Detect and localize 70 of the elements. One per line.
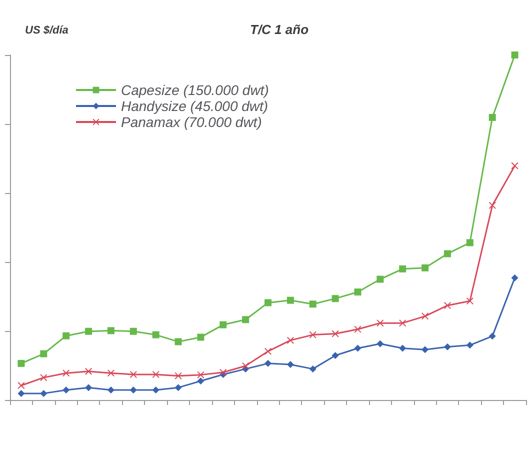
point xyxy=(511,52,518,58)
point xyxy=(488,202,496,209)
point xyxy=(264,299,272,306)
point xyxy=(422,346,429,354)
point xyxy=(376,276,384,283)
point xyxy=(466,297,474,304)
point xyxy=(197,334,204,341)
legend-label: Capesize (150.000 dwt) xyxy=(121,82,269,98)
point xyxy=(220,321,227,328)
point xyxy=(332,330,339,338)
point xyxy=(466,342,474,349)
point xyxy=(152,331,160,338)
point xyxy=(152,370,160,378)
point xyxy=(286,360,294,368)
point xyxy=(354,326,362,333)
point xyxy=(174,338,182,346)
point xyxy=(332,295,339,302)
point xyxy=(422,312,429,320)
point xyxy=(130,370,137,378)
point xyxy=(85,384,92,392)
point xyxy=(286,336,294,344)
point xyxy=(242,362,250,370)
legend-label: Handysize (45.000 dwt) xyxy=(121,98,268,114)
point xyxy=(399,320,406,327)
point xyxy=(174,372,182,380)
point xyxy=(376,320,384,327)
point xyxy=(332,352,339,359)
point xyxy=(107,386,114,394)
point xyxy=(130,328,137,335)
legend-label: Panamax (70.000 dwt) xyxy=(121,114,262,130)
point xyxy=(444,302,451,309)
point xyxy=(197,378,204,385)
point xyxy=(309,300,316,308)
point xyxy=(174,384,182,392)
point xyxy=(107,327,114,334)
chart-title: T/C 1 año xyxy=(250,22,309,37)
point xyxy=(376,340,384,348)
point xyxy=(264,348,272,355)
y-axis-title: US $/día xyxy=(25,24,68,36)
point xyxy=(18,390,25,397)
point xyxy=(152,386,160,394)
point xyxy=(444,250,451,258)
point xyxy=(422,264,429,272)
point xyxy=(444,343,451,350)
point xyxy=(62,370,70,377)
point xyxy=(399,344,406,352)
point xyxy=(511,162,518,170)
point xyxy=(40,350,48,358)
point xyxy=(62,386,70,394)
point xyxy=(62,332,70,340)
point xyxy=(309,365,316,372)
point xyxy=(242,316,250,324)
point xyxy=(488,114,496,121)
point xyxy=(488,332,496,340)
point xyxy=(40,374,48,382)
point xyxy=(40,390,48,397)
point xyxy=(130,386,137,394)
point xyxy=(466,239,474,246)
point xyxy=(85,328,92,335)
point xyxy=(511,274,518,282)
point xyxy=(354,344,362,352)
point xyxy=(286,296,294,304)
point xyxy=(107,370,114,377)
point xyxy=(18,360,25,367)
point xyxy=(309,331,316,338)
point xyxy=(354,288,362,296)
point xyxy=(85,368,92,375)
point xyxy=(197,371,204,378)
point xyxy=(399,265,406,272)
point xyxy=(264,360,272,367)
